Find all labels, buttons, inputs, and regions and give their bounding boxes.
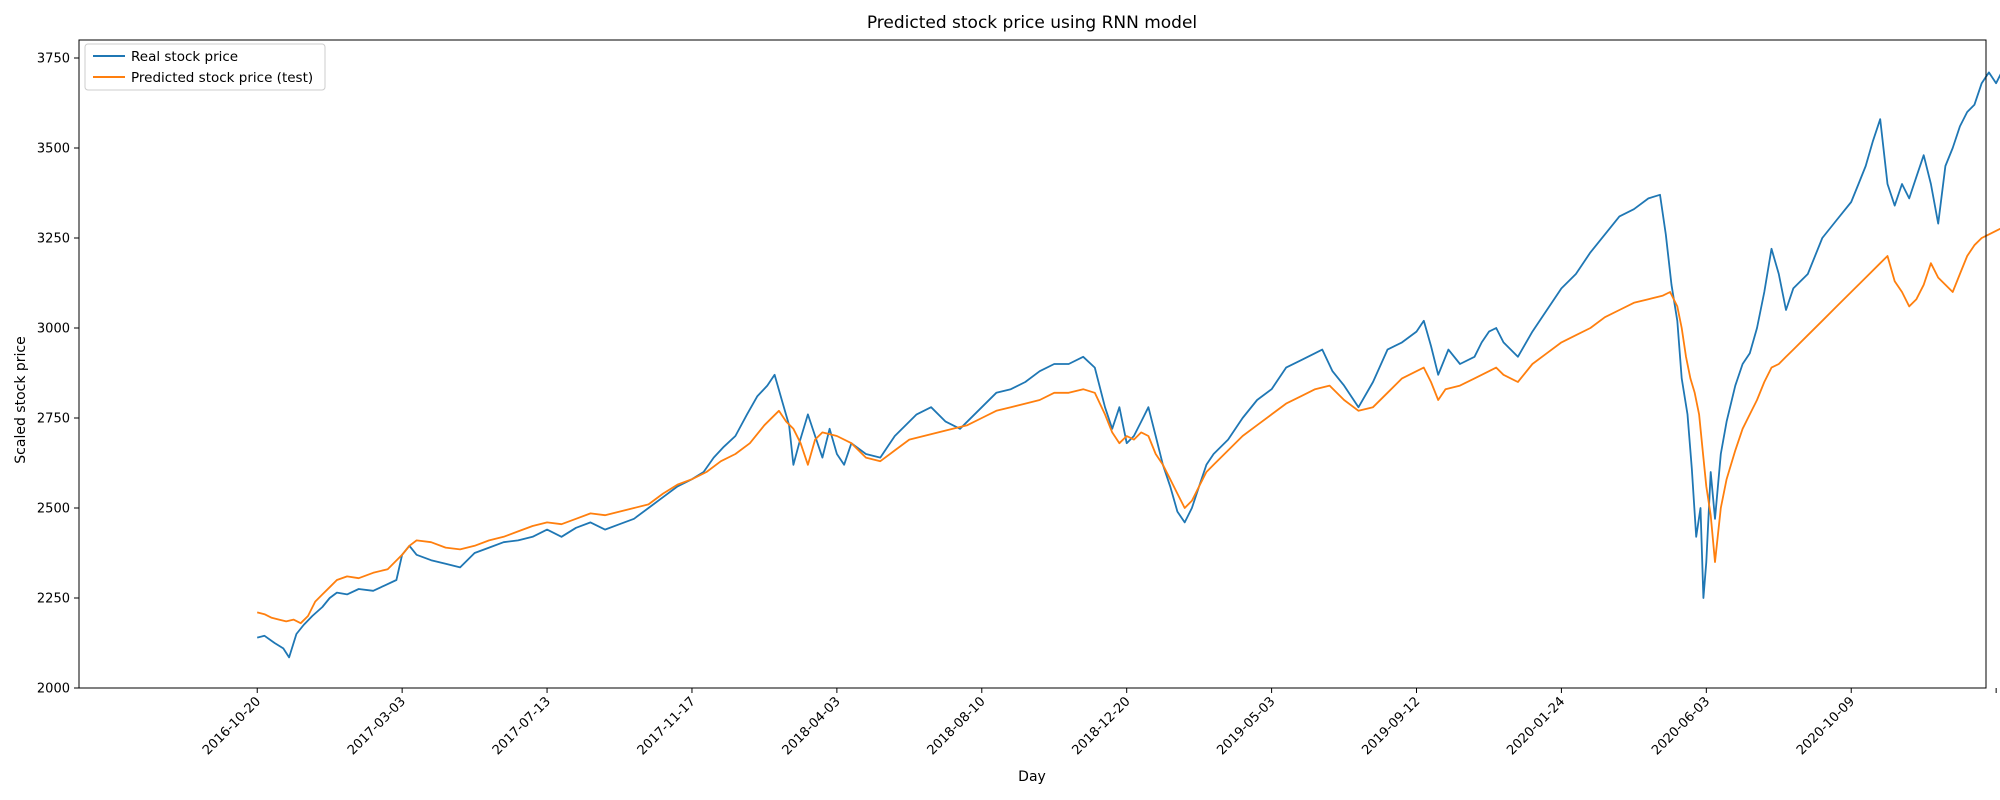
y-tick-label: 2500 <box>37 502 70 517</box>
legend: Real stock price Predicted stock price (… <box>84 43 326 91</box>
y-tick-label: 2250 <box>37 592 70 607</box>
legend-label-predicted: Predicted stock price (test) <box>131 70 313 86</box>
y-tick-label: 3750 <box>37 52 70 67</box>
chart-title: Predicted stock price using RNN model <box>867 13 1197 33</box>
y-axis-title: Scaled stock price <box>13 336 29 463</box>
plot-frame <box>78 39 1987 689</box>
legend-label-real: Real stock price <box>131 49 238 65</box>
y-tick-label: 3000 <box>37 322 70 337</box>
series-layer <box>256 71 2000 659</box>
y-tick-label: 2750 <box>37 412 70 427</box>
x-axis-title: Day <box>1018 769 1046 785</box>
series-line-real <box>256 71 2000 659</box>
series-line-predicted <box>256 227 2000 625</box>
y-tick-label: 3500 <box>37 142 70 157</box>
legend-box <box>84 43 326 91</box>
y-tick-label: 2000 <box>37 682 70 697</box>
y-tick-label: 3250 <box>37 232 70 247</box>
